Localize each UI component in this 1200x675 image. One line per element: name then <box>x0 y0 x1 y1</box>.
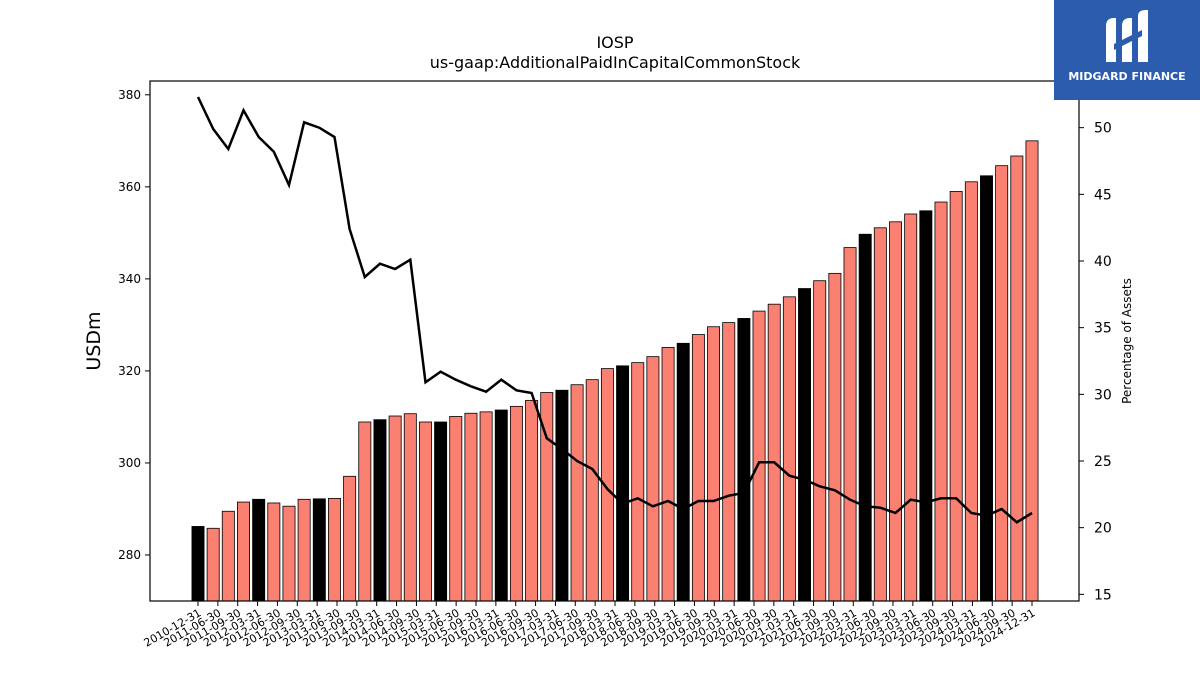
bar-2017-12-31 <box>616 365 630 602</box>
bar-2020-06-30 <box>767 303 781 602</box>
x-axis: 2010-12-312011-06-302011-09-302012-03-31… <box>142 601 1038 650</box>
bar-2017-03-31 <box>570 384 584 602</box>
bar-2011-06-30 <box>221 510 235 602</box>
y2-tick-label: 20 <box>1094 521 1112 537</box>
midgard-logo-icon <box>1106 10 1148 62</box>
bar-2013-12-31 <box>373 419 387 602</box>
percentage-line <box>196 96 1033 524</box>
brand-logo: MIDGARD FINANCE <box>1054 0 1200 100</box>
bar-2016-06-30 <box>525 399 539 602</box>
bar-2022-06-30 <box>889 221 902 602</box>
y2-tick-label: 25 <box>1094 454 1112 470</box>
bar-2023-12-31 <box>980 175 993 602</box>
bar-2012-03-31 <box>267 502 281 602</box>
chart-title: IOSP <box>596 33 633 52</box>
bar-2011-09-30 <box>237 501 250 602</box>
bar-2015-09-30 <box>479 411 493 602</box>
y2-tick-label: 35 <box>1094 321 1112 337</box>
y2-tick-label: 15 <box>1094 587 1112 603</box>
bar-2014-03-31 <box>388 415 402 602</box>
bar-2024-06-30 <box>1010 155 1024 602</box>
bar-series <box>191 140 1039 602</box>
bar-2013-09-30 <box>358 421 372 602</box>
bar-2015-03-31 <box>449 416 463 602</box>
y-axis-label: USDm <box>83 311 105 370</box>
bar-2013-03-31 <box>328 497 341 602</box>
y-tick-label: 380 <box>118 88 141 102</box>
bar-2018-03-31 <box>631 362 645 602</box>
bar-2015-12-31 <box>494 409 508 602</box>
bar-2022-12-31 <box>919 210 933 602</box>
bar-2022-09-30 <box>904 213 918 602</box>
bar-2019-03-31 <box>691 334 705 602</box>
bar-2023-06-30 <box>949 191 963 602</box>
bar-2021-12-31 <box>858 233 872 602</box>
bar-2014-09-30 <box>418 421 432 602</box>
y-tick-label: 360 <box>118 180 141 194</box>
bar-2017-06-30 <box>585 379 599 602</box>
bar-2022-03-31 <box>873 227 887 602</box>
y-axis-left: 280 300 320 340 360 380 <box>118 88 150 562</box>
bar-2021-09-30 <box>843 247 857 602</box>
y2-tick-label: 50 <box>1094 121 1112 137</box>
bar-2020-09-30 <box>782 296 796 602</box>
bar-2012-06-30 <box>282 505 296 602</box>
bar-2023-09-30 <box>964 181 978 602</box>
y-axis-right: 15 20 25 30 35 40 45 50 <box>1079 121 1112 603</box>
bar-2012-12-31 <box>312 498 326 602</box>
bar-2023-03-31 <box>934 201 948 602</box>
y2-tick-label: 40 <box>1094 254 1112 270</box>
bar-2013-06-30 <box>343 475 357 602</box>
bar-2019-06-30 <box>707 326 721 602</box>
bar-2020-03-31 <box>752 310 766 602</box>
y-tick-label: 300 <box>118 456 141 470</box>
bar-2018-06-30 <box>646 356 660 602</box>
bar-2012-09-30 <box>297 498 311 602</box>
bar-2016-03-31 <box>509 405 523 602</box>
bar-2024-03-31 <box>995 165 1009 602</box>
bar-2014-06-30 <box>403 413 417 602</box>
bar-2018-09-30 <box>661 347 675 602</box>
bar-2015-06-30 <box>464 412 478 602</box>
bar-2018-12-31 <box>676 342 690 602</box>
bar-2020-12-31 <box>798 288 812 602</box>
bar-2011-12-31 <box>252 498 266 602</box>
brand-name: MIDGARD FINANCE <box>1068 70 1186 83</box>
bar-2014-12-31 <box>434 421 448 602</box>
bar-2011-03-31 <box>206 527 220 602</box>
y-tick-label: 280 <box>118 548 141 562</box>
bar-2010-12-31 <box>191 526 205 602</box>
bar-2021-03-31 <box>813 280 827 602</box>
y-tick-label: 340 <box>118 272 141 286</box>
y2-tick-label: 45 <box>1094 187 1112 203</box>
bar-2019-09-30 <box>722 322 736 602</box>
chart-subtitle: us-gaap:AdditionalPaidInCapitalCommonSto… <box>430 53 801 72</box>
bar-2021-06-30 <box>828 272 842 602</box>
bar-2024-09-30 <box>1025 140 1039 602</box>
bar-2019-12-31 <box>737 318 751 602</box>
y2-axis-label: Percentage of Assets <box>1120 278 1134 404</box>
y2-tick-label: 30 <box>1094 387 1112 403</box>
y-tick-label: 320 <box>118 364 141 378</box>
bar-2016-12-31 <box>555 389 569 602</box>
